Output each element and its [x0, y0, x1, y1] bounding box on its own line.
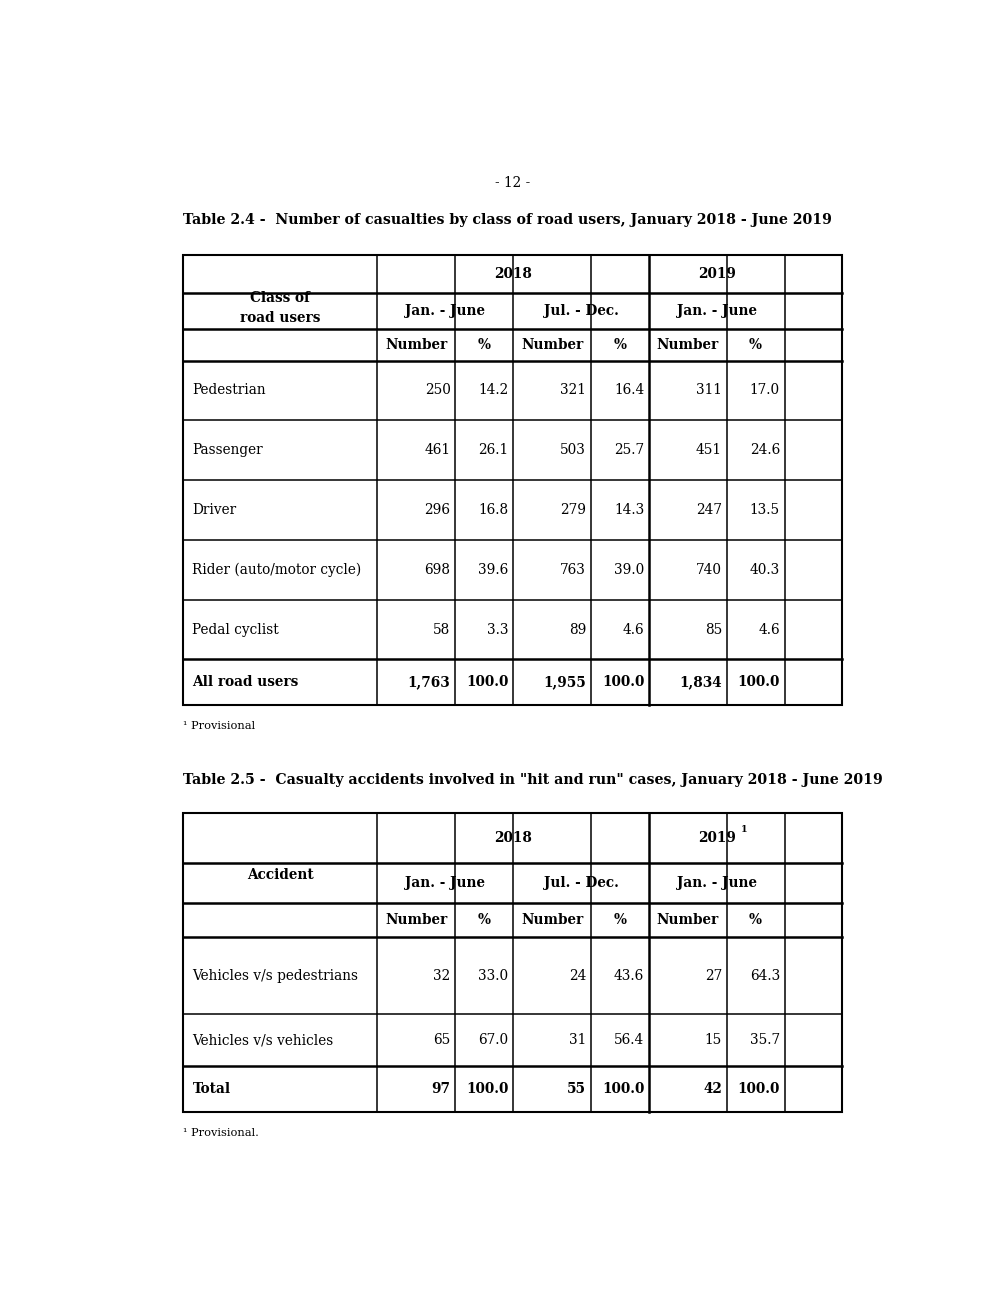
Text: 27: 27 [705, 969, 722, 983]
Text: 2019: 2019 [698, 831, 736, 845]
Text: 31: 31 [569, 1033, 586, 1047]
Text: 32: 32 [433, 969, 451, 983]
Text: 100.0: 100.0 [466, 1082, 509, 1096]
Text: ¹ Provisional: ¹ Provisional [183, 721, 255, 731]
Text: 296: 296 [425, 503, 451, 518]
Text: 67.0: 67.0 [478, 1033, 509, 1047]
Text: 15: 15 [705, 1033, 722, 1047]
Text: Jan. - June: Jan. - June [677, 876, 757, 890]
Text: 17.0: 17.0 [750, 383, 780, 397]
Text: - 12 -: - 12 - [495, 176, 530, 190]
Text: ¹ Provisional.: ¹ Provisional. [183, 1128, 259, 1137]
Text: 321: 321 [560, 383, 586, 397]
Text: 100.0: 100.0 [466, 675, 509, 690]
Text: 89: 89 [569, 622, 586, 637]
Text: %: % [749, 338, 762, 352]
Text: 1,763: 1,763 [408, 675, 451, 690]
Text: 13.5: 13.5 [750, 503, 780, 518]
Text: Number: Number [657, 338, 719, 352]
Text: Jul. - Dec.: Jul. - Dec. [544, 876, 618, 890]
Text: 85: 85 [705, 622, 722, 637]
Text: Accident: Accident [247, 868, 314, 883]
Text: 1,834: 1,834 [679, 675, 722, 690]
Text: 279: 279 [560, 503, 586, 518]
Text: 2018: 2018 [494, 831, 532, 845]
Text: Driver: Driver [192, 503, 237, 518]
Text: Vehicles v/s vehicles: Vehicles v/s vehicles [192, 1033, 334, 1047]
Text: 2019: 2019 [698, 267, 736, 281]
Bar [183, 813, 842, 1112]
Text: Jan. - June: Jan. - June [405, 876, 485, 890]
Text: 56.4: 56.4 [614, 1033, 644, 1047]
Text: 24.6: 24.6 [750, 444, 780, 457]
Text: Pedal cyclist: Pedal cyclist [192, 622, 279, 637]
Text: 16.8: 16.8 [478, 503, 509, 518]
Text: 42: 42 [703, 1082, 722, 1096]
Text: 100.0: 100.0 [602, 1082, 644, 1096]
Text: 2018: 2018 [494, 267, 532, 281]
Text: Table 2.4 -  Number of casualties by class of road users, January 2018 - June 20: Table 2.4 - Number of casualties by clas… [183, 214, 832, 226]
Text: 100.0: 100.0 [602, 675, 644, 690]
Text: 763: 763 [560, 563, 586, 577]
Text: Vehicles v/s pedestrians: Vehicles v/s pedestrians [192, 969, 358, 983]
Text: road users: road users [240, 311, 320, 325]
Text: 33.0: 33.0 [478, 969, 509, 983]
Text: Pedestrian: Pedestrian [192, 383, 266, 397]
Text: 247: 247 [696, 503, 722, 518]
Bar [183, 255, 842, 705]
Text: 97: 97 [432, 1082, 451, 1096]
Text: 698: 698 [425, 563, 451, 577]
Text: 58: 58 [433, 622, 451, 637]
Text: All road users: All road users [192, 675, 299, 690]
Text: 39.6: 39.6 [478, 563, 509, 577]
Text: Jan. - June: Jan. - June [677, 304, 757, 318]
Text: Jul. - Dec.: Jul. - Dec. [544, 304, 618, 318]
Text: 25.7: 25.7 [614, 444, 644, 457]
Text: 40.3: 40.3 [750, 563, 780, 577]
Text: 1,955: 1,955 [543, 675, 586, 690]
Text: Rider (auto/motor cycle): Rider (auto/motor cycle) [192, 563, 362, 577]
Text: Table 2.5 -  Casualty accidents involved in "hit and run" cases, January 2018 - : Table 2.5 - Casualty accidents involved … [183, 773, 883, 787]
Text: 503: 503 [560, 444, 586, 457]
Text: 740: 740 [696, 563, 722, 577]
Text: 64.3: 64.3 [750, 969, 780, 983]
Text: %: % [613, 338, 626, 352]
Text: 4.6: 4.6 [623, 622, 644, 637]
Text: Passenger: Passenger [192, 444, 263, 457]
Text: 24: 24 [569, 969, 586, 983]
Text: Number: Number [521, 914, 583, 927]
Text: 100.0: 100.0 [738, 1082, 780, 1096]
Text: 451: 451 [696, 444, 722, 457]
Text: 35.7: 35.7 [750, 1033, 780, 1047]
Text: 100.0: 100.0 [738, 675, 780, 690]
Text: Number: Number [385, 338, 447, 352]
Text: 14.3: 14.3 [614, 503, 644, 518]
Text: 16.4: 16.4 [614, 383, 644, 397]
Text: 4.6: 4.6 [758, 622, 780, 637]
Text: %: % [478, 914, 491, 927]
Text: %: % [749, 914, 762, 927]
Text: 3.3: 3.3 [487, 622, 509, 637]
Text: Jan. - June: Jan. - June [405, 304, 485, 318]
Text: Number: Number [521, 338, 583, 352]
Text: 250: 250 [425, 383, 451, 397]
Text: Number: Number [385, 914, 447, 927]
Text: Class of: Class of [250, 291, 310, 305]
Text: Number: Number [657, 914, 719, 927]
Text: 55: 55 [567, 1082, 586, 1096]
Text: 39.0: 39.0 [614, 563, 644, 577]
Text: 311: 311 [696, 383, 722, 397]
Text: %: % [478, 338, 491, 352]
Text: 65: 65 [433, 1033, 451, 1047]
Text: 43.6: 43.6 [614, 969, 644, 983]
Text: %: % [613, 914, 626, 927]
Text: 26.1: 26.1 [478, 444, 509, 457]
Text: 1: 1 [741, 826, 747, 835]
Text: 461: 461 [425, 444, 451, 457]
Text: 14.2: 14.2 [478, 383, 509, 397]
Text: Total: Total [192, 1082, 231, 1096]
